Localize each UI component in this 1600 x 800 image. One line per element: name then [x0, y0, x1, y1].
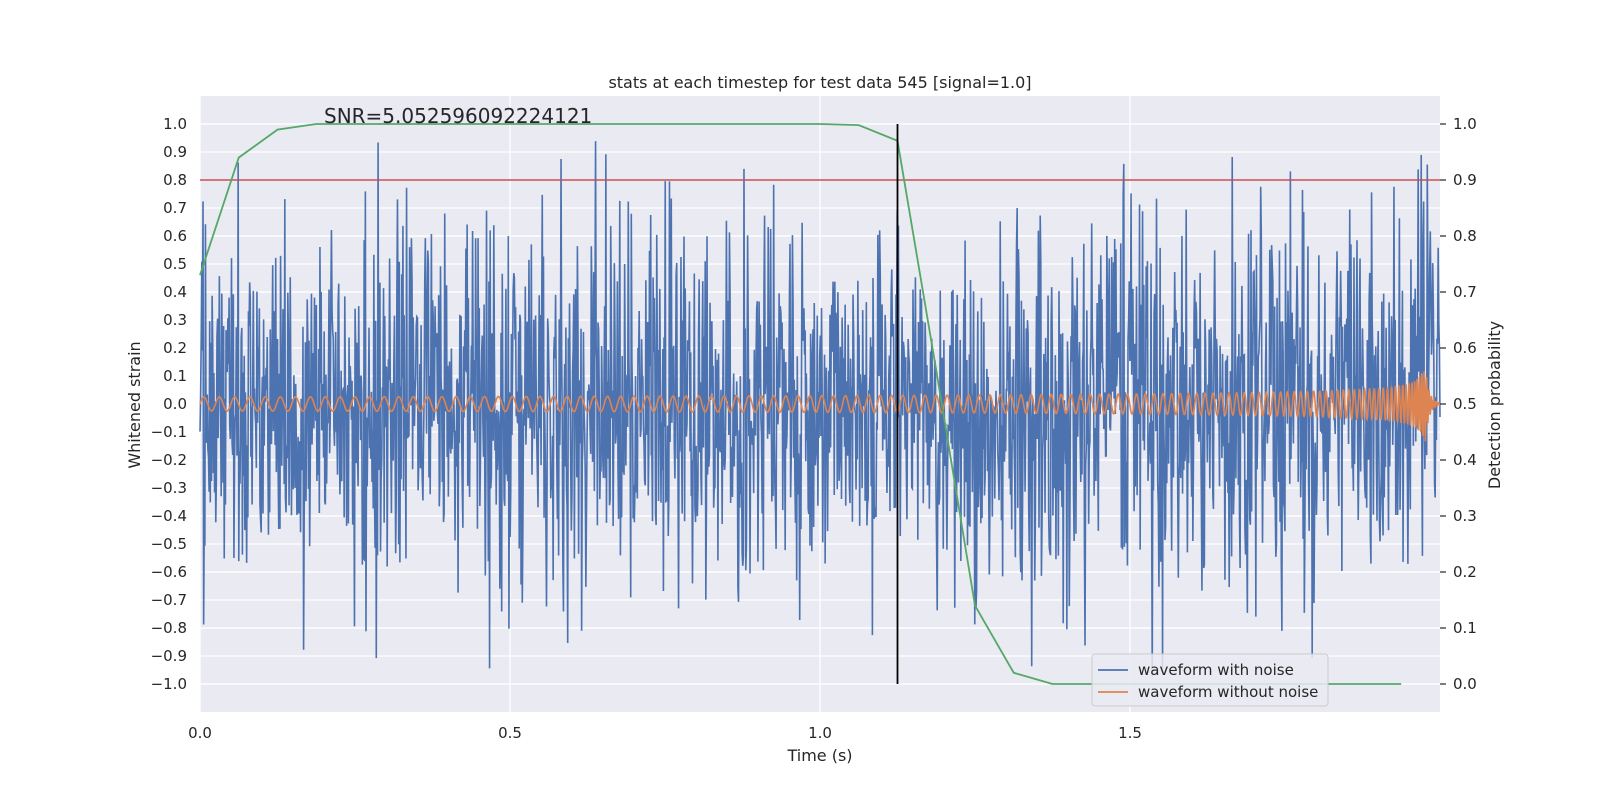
- left-y-axis-label: Whitened strain: [125, 341, 144, 468]
- right-y-tick-label: 0.9: [1453, 171, 1477, 189]
- left-y-tick-label: 0.7: [163, 199, 187, 217]
- x-tick-label: 1.5: [1118, 724, 1142, 742]
- left-y-tick-label: −0.7: [151, 591, 187, 609]
- right-y-tick-label: 0.1: [1453, 619, 1477, 637]
- left-y-tick-label: −0.8: [151, 619, 187, 637]
- left-y-tick-label: −0.2: [151, 451, 187, 469]
- left-y-tick-label: −0.3: [151, 479, 187, 497]
- left-y-tick-label: −0.9: [151, 647, 187, 665]
- legend: waveform with noise waveform without nois…: [1091, 653, 1329, 707]
- left-y-tick-label: 0.3: [163, 311, 187, 329]
- right-y-tick-labels: 1.0 0.9 0.8 0.7 0.6 0.5 0.4 0.3 0.2 0.1 0.0: [1440, 115, 1477, 693]
- left-y-tick-label: 0.0: [163, 395, 187, 413]
- left-y-tick-label: 1.0: [163, 115, 187, 133]
- legend-label: waveform with noise: [1138, 661, 1294, 679]
- left-y-tick-label: −0.1: [151, 423, 187, 441]
- left-y-tick-label: −0.6: [151, 563, 187, 581]
- left-y-tick-label: 0.4: [163, 283, 187, 301]
- right-y-tick-label: 0.2: [1453, 563, 1477, 581]
- right-y-axis-label: Detection probability: [1485, 321, 1504, 489]
- legend-label: waveform without noise: [1138, 683, 1318, 701]
- x-tick-labels: 0.0 0.5 1.0 1.5: [188, 724, 1142, 742]
- left-y-tick-label: −1.0: [151, 675, 187, 693]
- left-y-tick-label: 0.9: [163, 143, 187, 161]
- left-y-tick-label: 0.6: [163, 227, 187, 245]
- x-axis-label: Time (s): [786, 746, 852, 765]
- right-y-tick-label: 0.0: [1453, 675, 1477, 693]
- right-y-tick-label: 0.8: [1453, 227, 1477, 245]
- right-y-tick-label: 0.3: [1453, 507, 1477, 525]
- x-tick-label: 0.5: [498, 724, 522, 742]
- series-waveform-without-noise: [199, 371, 1441, 442]
- legend-box: [1091, 653, 1329, 707]
- left-y-tick-label: 0.2: [163, 339, 187, 357]
- chart-title: stats at each timestep for test data 545…: [608, 73, 1031, 92]
- right-y-tick-label: 0.7: [1453, 283, 1477, 301]
- x-tick-label: 0.0: [188, 724, 212, 742]
- left-y-tick-label: 0.5: [163, 255, 187, 273]
- left-y-tick-label: 0.8: [163, 171, 187, 189]
- snr-annotation: SNR=5.052596092224121: [324, 104, 592, 128]
- left-y-tick-label: 0.1: [163, 367, 187, 385]
- series-waveform-with-noise: [199, 141, 1441, 677]
- right-y-tick-label: 0.5: [1453, 395, 1477, 413]
- x-tick-label: 1.0: [808, 724, 832, 742]
- left-y-tick-label: −0.4: [151, 507, 187, 525]
- right-y-tick-label: 0.6: [1453, 339, 1477, 357]
- left-y-tick-labels: 1.0 0.9 0.8 0.7 0.6 0.5 0.4 0.3 0.2 0.1 0.0 −0.1 −0.…: [151, 115, 187, 693]
- right-y-tick-label: 0.4: [1453, 451, 1477, 469]
- left-y-tick-label: −0.5: [151, 535, 187, 553]
- right-y-tick-label: 1.0: [1453, 115, 1477, 133]
